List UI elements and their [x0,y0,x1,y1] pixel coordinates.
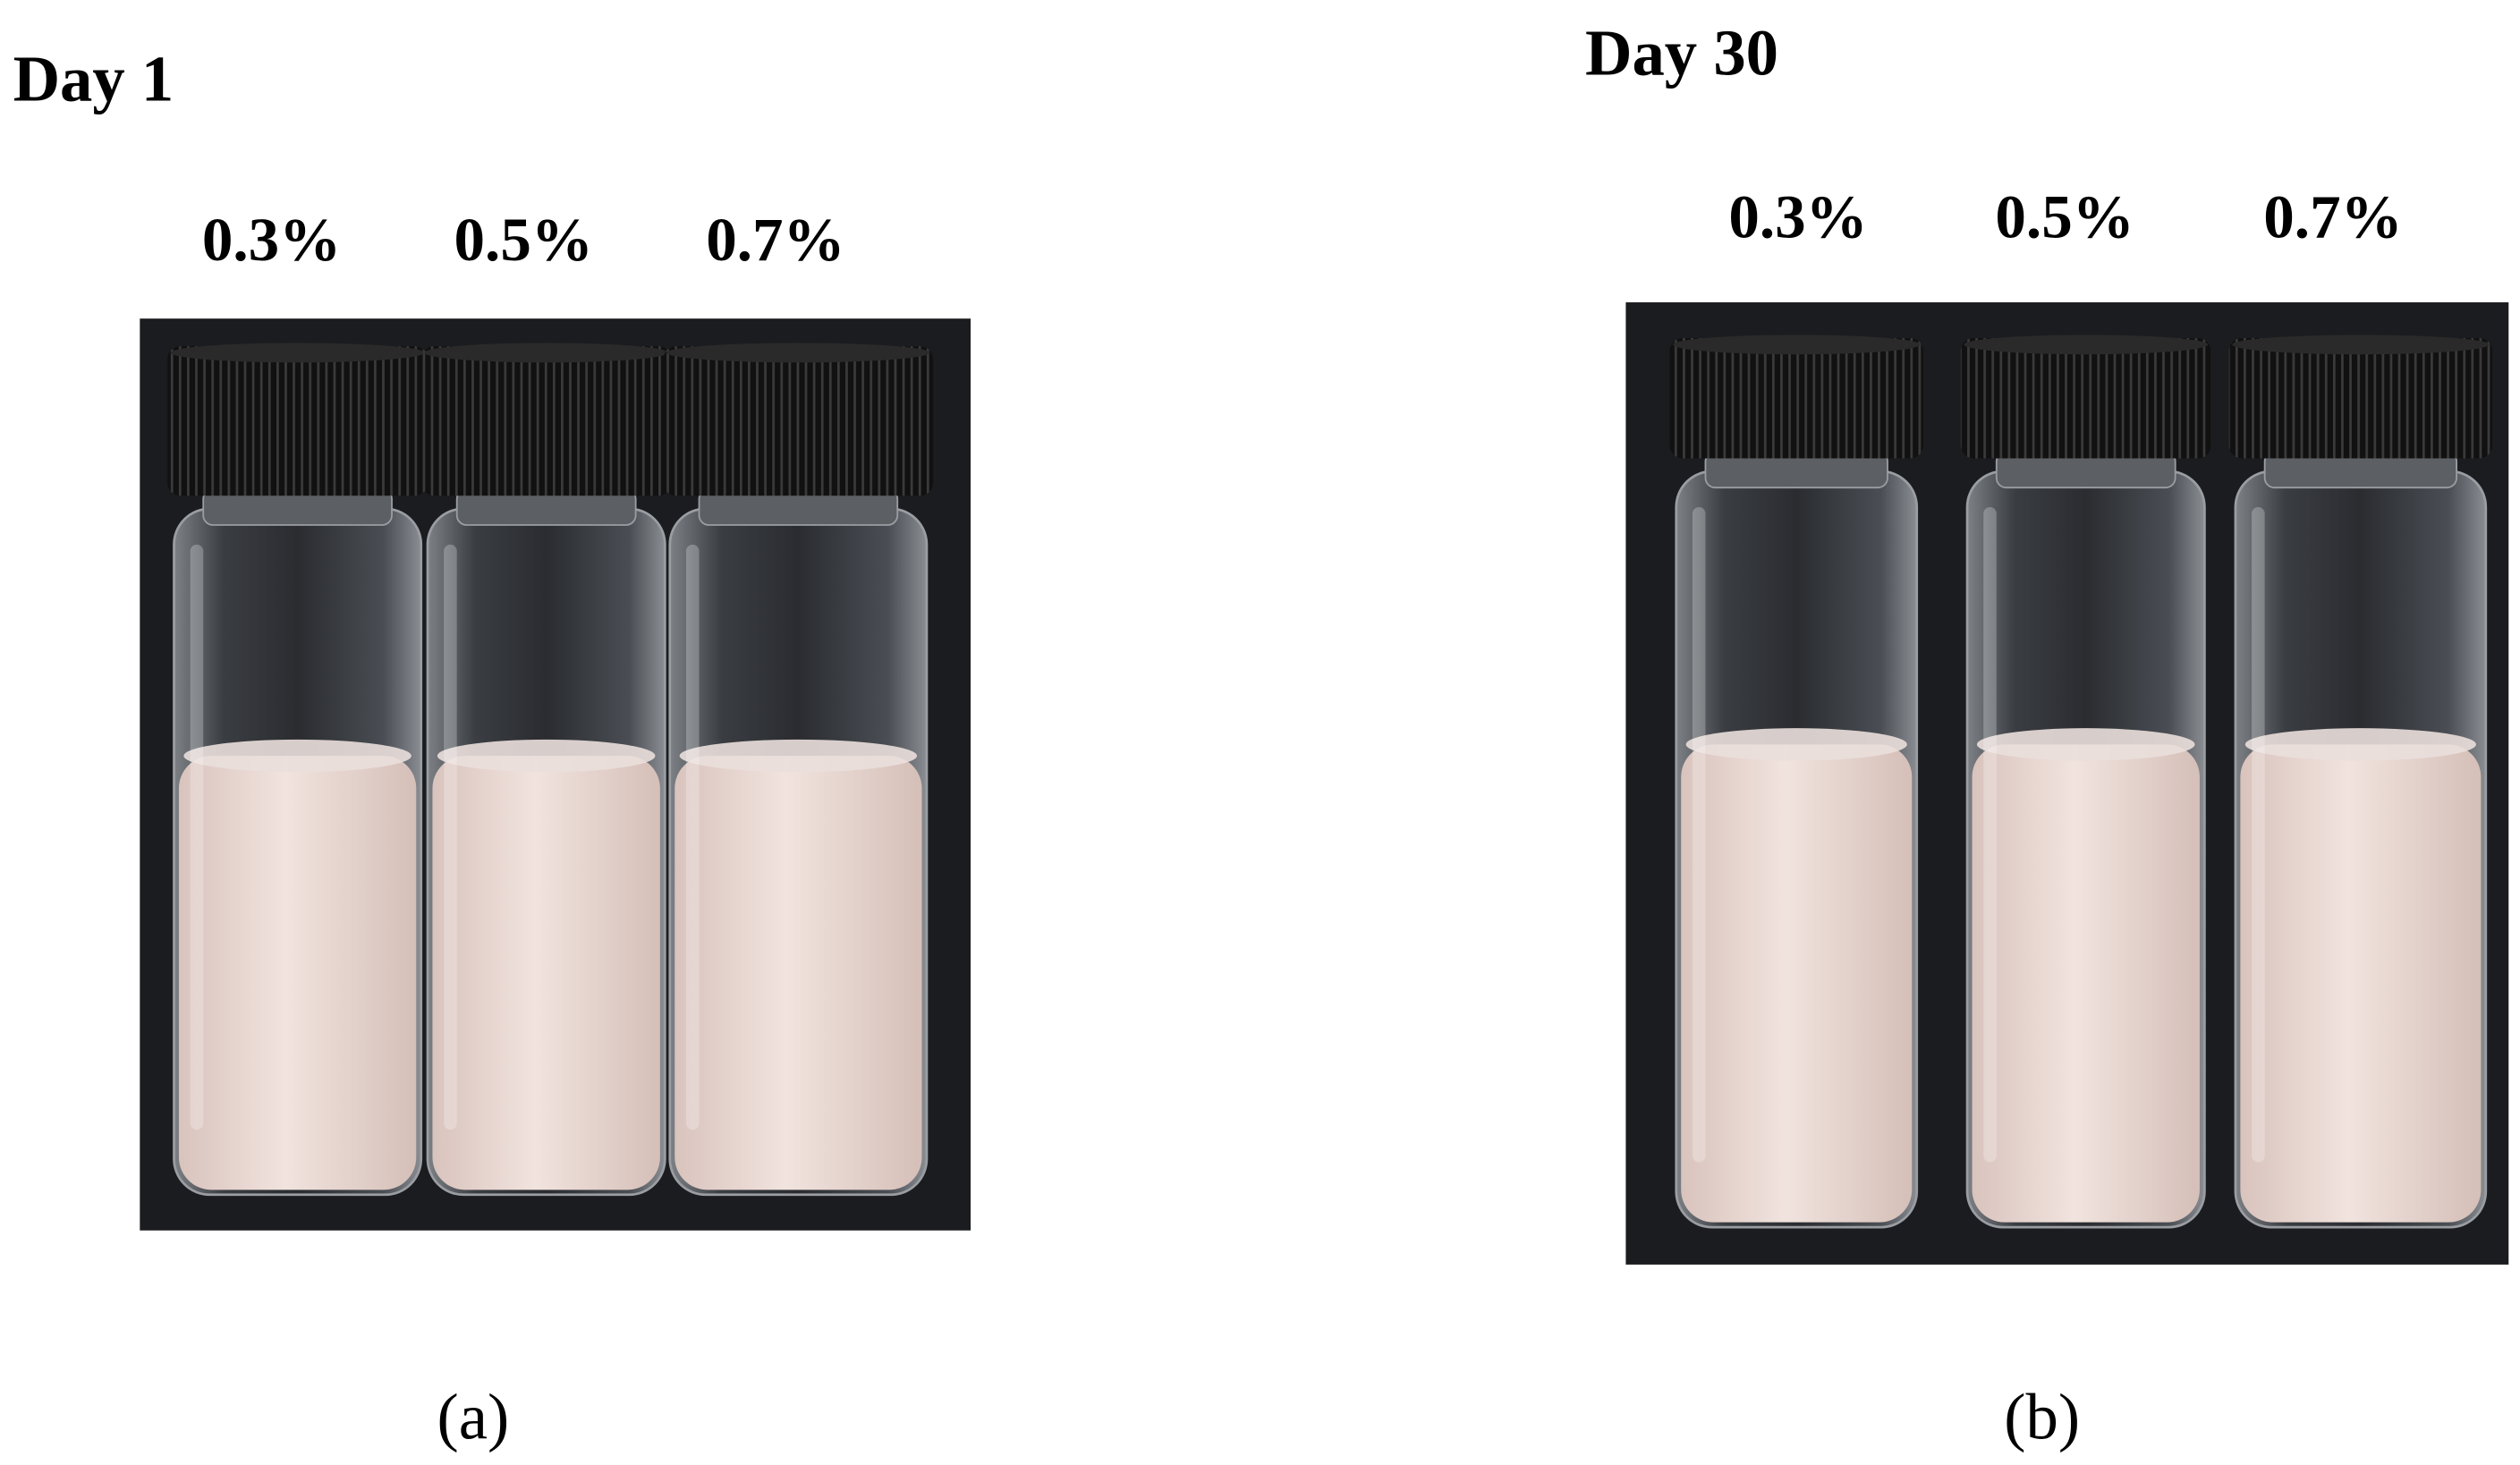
panel-title: Day 1 [13,43,174,115]
highlight [190,544,204,1131]
highlight [685,544,700,1131]
highlight [444,544,457,1131]
cap-top [170,343,425,363]
foam [2244,728,2476,761]
foam [1685,728,1907,761]
foam [1976,728,2195,761]
panel-caption: (b) [2004,1380,2080,1452]
vial-liquid [1972,744,2200,1223]
vial-liquid [432,756,660,1190]
highlight [1983,507,1997,1163]
vial-cap [167,346,428,496]
highlight [1692,507,1706,1163]
foam [183,739,412,773]
vial-cap [1960,338,2211,459]
foam [679,739,918,773]
highlight [2252,507,2265,1163]
vial-liquid [675,756,922,1190]
cap-top [424,343,668,363]
panel-title: Day 30 [1585,17,1778,89]
vial-cap [663,346,934,496]
concentration-label: 0.7% [2263,182,2402,250]
concentration-label: 0.3% [202,205,341,274]
vial-cap [420,346,672,496]
cap-top [1964,334,2209,355]
foam [437,739,656,773]
concentration-label: 0.3% [1728,182,1867,250]
vial-liquid [1681,744,1913,1223]
cap-top [666,343,930,363]
concentration-label: 0.5% [1995,182,2134,250]
concentration-label: 0.5% [454,205,593,274]
panel-caption: (a) [437,1380,510,1452]
concentration-label: 0.7% [706,205,844,274]
vial-cap [1669,338,1923,459]
vial-group [1669,334,2493,1229]
cap-top [1673,334,1921,355]
vial-group [167,343,934,1197]
vial-cap [2228,338,2493,459]
cap-top [2232,334,2490,355]
vial-liquid [2240,744,2482,1223]
vial-liquid [178,756,417,1190]
